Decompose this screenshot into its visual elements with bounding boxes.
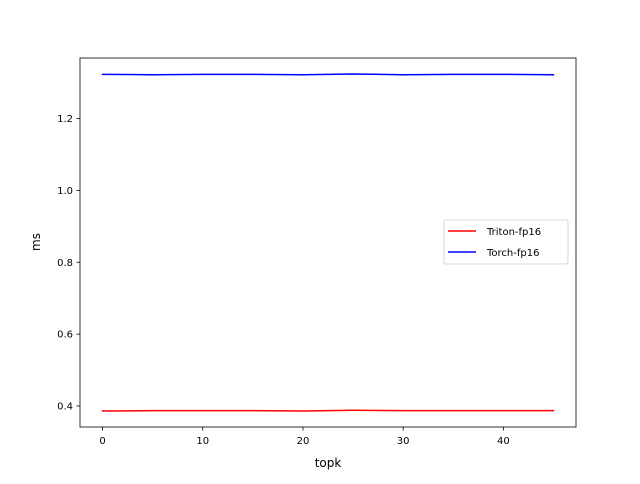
x-tick-label: 40 bbox=[497, 436, 510, 447]
y-axis-ticks: 0.4 0.6 0.8 1.0 1.2 bbox=[57, 114, 80, 412]
x-axis-label: topk bbox=[315, 456, 342, 470]
x-axis-ticks: 0 10 20 30 40 bbox=[99, 427, 510, 447]
y-axis-label: ms bbox=[29, 233, 43, 251]
x-tick-label: 30 bbox=[397, 436, 410, 447]
axes-spines bbox=[79, 57, 577, 428]
series-layer bbox=[101, 73, 555, 412]
x-tick-label: 0 bbox=[99, 436, 105, 447]
legend-label: Triton-fp16 bbox=[486, 227, 541, 238]
series-line-1 bbox=[101, 409, 555, 412]
legend-label: Torch-fp16 bbox=[486, 248, 539, 259]
y-tick-label: 0.6 bbox=[57, 330, 73, 341]
legend: Triton-fp16 Torch-fp16 bbox=[443, 219, 569, 265]
y-tick-label: 1.2 bbox=[57, 114, 73, 125]
axes-frame bbox=[79, 57, 577, 428]
y-tick-label: 1.0 bbox=[57, 186, 73, 197]
x-tick-label: 10 bbox=[196, 436, 209, 447]
y-tick-label: 0.8 bbox=[57, 258, 73, 269]
x-tick-label: 20 bbox=[297, 436, 310, 447]
series-line-2 bbox=[101, 73, 555, 76]
y-tick-label: 0.4 bbox=[57, 401, 73, 412]
